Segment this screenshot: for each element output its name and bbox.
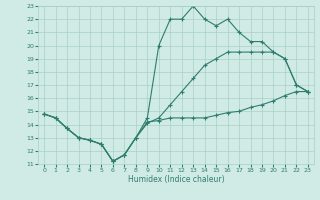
X-axis label: Humidex (Indice chaleur): Humidex (Indice chaleur) (128, 175, 224, 184)
